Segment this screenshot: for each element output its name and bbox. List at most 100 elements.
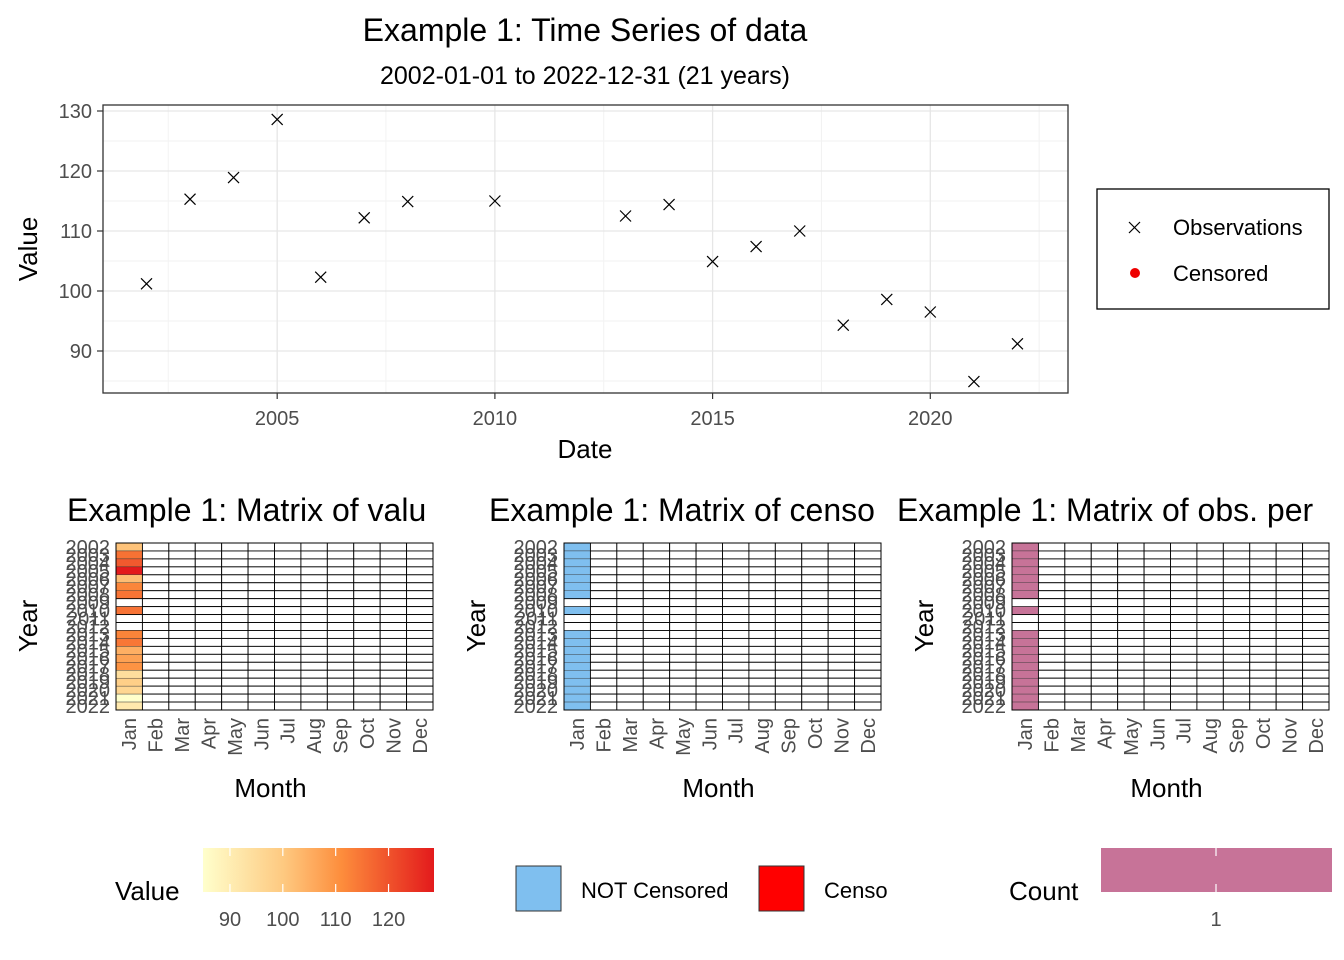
heatmap-cell [326, 574, 355, 584]
heatmap-cell [642, 669, 671, 679]
heatmap-cell [642, 582, 671, 592]
heatmap-cell [194, 566, 223, 576]
heatmap-cell [1037, 566, 1066, 576]
heatmap-cell [1302, 606, 1330, 616]
heatmap-cell [722, 566, 750, 576]
heatmap-cell [141, 630, 170, 639]
month-tick-label: Jun [699, 718, 721, 750]
legend-box [1096, 188, 1330, 310]
heatmap-cell [141, 550, 170, 560]
heatmap-cell [1170, 558, 1198, 568]
heatmap-cell [801, 701, 829, 711]
heatmap-cell [1143, 550, 1171, 560]
heatmap-cell [616, 693, 644, 703]
heatmap-cell [274, 590, 302, 600]
heatmap-cell [1117, 606, 1145, 616]
heatmap-cell [141, 590, 170, 600]
heatmap-cell [168, 542, 196, 552]
heatmap-cell [1037, 661, 1066, 671]
observation-point [968, 375, 980, 388]
heatmap-cell [589, 606, 618, 616]
heatmap-cell [1090, 637, 1119, 647]
heatmap-cell [722, 701, 750, 711]
heatmap-cell [1302, 685, 1330, 695]
heatmap-cell [1037, 550, 1066, 560]
heatmap-cell [379, 685, 408, 695]
heatmap-cell [379, 630, 408, 639]
heatmap-cell [1196, 622, 1224, 631]
heatmap-cell [1196, 606, 1224, 616]
timeseries-legend: Observations Censored [1096, 188, 1330, 310]
heatmap-cell [1249, 622, 1277, 631]
observation-point [750, 240, 763, 253]
heatmap-cell [300, 630, 328, 639]
heatmap-cell [669, 606, 697, 616]
heatmap-cell [1011, 693, 1039, 703]
heatmap-y-axis-title: Year [13, 599, 43, 652]
month-tick-label: May [1121, 718, 1143, 756]
heatmap-cell [353, 582, 381, 592]
heatmap-cell [194, 622, 223, 631]
heatmap-cell [1064, 614, 1092, 623]
heatmap-cell [616, 645, 644, 655]
observation-point-stroke [140, 277, 153, 290]
heatmap-cell [563, 662, 591, 671]
heatmap-cell [1117, 558, 1145, 568]
heatmap-cell [722, 685, 750, 695]
heatmap-cell [353, 614, 381, 623]
heatmap-cell [801, 566, 829, 576]
heatmap-cell [379, 582, 408, 592]
heatmap-cell [748, 677, 776, 687]
heatmap-cell [1302, 669, 1330, 679]
heatmap-cell [827, 558, 856, 568]
year-tick-label: 2016 [66, 648, 111, 670]
heatmap-cell [1222, 661, 1251, 671]
heatmap-cell [1011, 598, 1039, 608]
heatmap-cell [774, 590, 803, 600]
heatmap-cell [1275, 701, 1304, 711]
observation-point-stroke [837, 319, 850, 332]
month-tick-label: Jul [726, 718, 748, 744]
heatmap-cell [379, 574, 408, 584]
heatmap-cell [748, 669, 776, 679]
heatmap-cell [168, 582, 196, 592]
heatmap-cell [854, 669, 882, 679]
heatmap-cell [695, 566, 723, 576]
heatmap-cell [695, 614, 723, 623]
heatmap-cell [801, 645, 829, 655]
observation-point [880, 293, 893, 306]
heatmap-cell [379, 693, 408, 703]
year-tick-label: 2005 [514, 561, 559, 583]
heatmap-cell [1090, 558, 1119, 568]
heatmap-cell [589, 630, 618, 639]
heatmap-cell [669, 558, 697, 568]
heatmap-cell [379, 566, 408, 576]
heatmap-cell [1064, 542, 1092, 552]
heatmap-cell [1090, 677, 1119, 687]
year-tick-label: 2004 [514, 553, 559, 575]
heatmap-cell [1196, 669, 1224, 679]
year-tick-label: 2004 [66, 553, 111, 575]
observation-point-stroke [488, 195, 501, 207]
observation-point-stroke [924, 306, 937, 318]
heatmap-cell [247, 645, 275, 655]
value-colorbar-ticks: 90 100 110 120 [219, 848, 405, 931]
heatmap-cell [589, 558, 618, 568]
observation-point [837, 319, 850, 332]
heatmap-cell [406, 622, 434, 631]
heatmap-cell [1090, 542, 1119, 552]
censored-swatch [758, 865, 805, 912]
heatmap-cell [722, 582, 750, 592]
heatmap-cell [141, 598, 170, 608]
heatmap-cell [748, 693, 776, 703]
heatmap-cell [1196, 542, 1224, 552]
heatmap-cell [1170, 574, 1198, 584]
heatmap-cell [1302, 653, 1330, 663]
heatmap-cell [353, 693, 381, 703]
heatmap-cell [247, 582, 275, 592]
colorbar-tick-label: 120 [372, 909, 405, 931]
month-tick-label: Apr [1094, 718, 1116, 749]
heatmap-cell [616, 701, 644, 711]
heatmap-cell [642, 645, 671, 655]
year-tick-label: 2007 [962, 577, 1007, 599]
